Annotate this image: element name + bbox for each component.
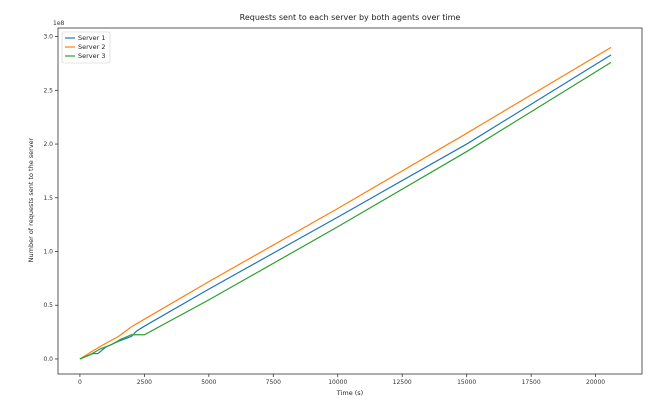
series-line-1 [79, 54, 612, 360]
x-tick-label: 0 [78, 379, 82, 386]
chart-title: Requests sent to each server by both age… [240, 13, 461, 22]
y-axis-label: Number of requests sent to the server [27, 137, 35, 262]
x-tick-label: 12500 [393, 379, 412, 386]
series-line-3 [79, 61, 612, 360]
x-tick-label: 5000 [201, 379, 216, 386]
legend-label: Server 3 [78, 52, 106, 60]
y-tick-label: 3.0 [43, 34, 53, 41]
y-tick-label: 1.0 [43, 249, 53, 256]
y-tick-label: 0.5 [43, 302, 53, 309]
y-tick-label: 1.5 [43, 195, 53, 202]
legend-label: Server 1 [78, 34, 106, 42]
x-axis-label: Time (s) [336, 389, 363, 397]
series-line-2 [79, 46, 612, 360]
x-ticks: 0 2500 5000 7500 10000 12500 15000 17500 20000 [78, 374, 605, 386]
x-tick-label: 7500 [266, 379, 281, 386]
y-offset-label: 1e8 [53, 20, 65, 27]
y-tick-label: 2.5 [43, 87, 53, 94]
x-tick-label: 20000 [586, 379, 605, 386]
plot-frame [57, 27, 643, 375]
x-tick-label: 15000 [457, 379, 476, 386]
y-ticks: 0.0 0.5 1.0 1.5 2.0 2.5 3.0 [43, 34, 58, 363]
legend-label: Server 2 [78, 43, 106, 51]
legend-box [61, 31, 111, 64]
series-layer [79, 46, 612, 360]
y-tick-label: 2.0 [43, 141, 53, 148]
plot-area: 0 2500 5000 7500 10000 12500 15000 17500 20000 0… [43, 27, 643, 386]
y-tick-label: 0.0 [43, 356, 53, 363]
x-tick-label: 2500 [137, 379, 152, 386]
x-tick-label: 17500 [522, 379, 541, 386]
x-tick-label: 10000 [328, 379, 347, 386]
